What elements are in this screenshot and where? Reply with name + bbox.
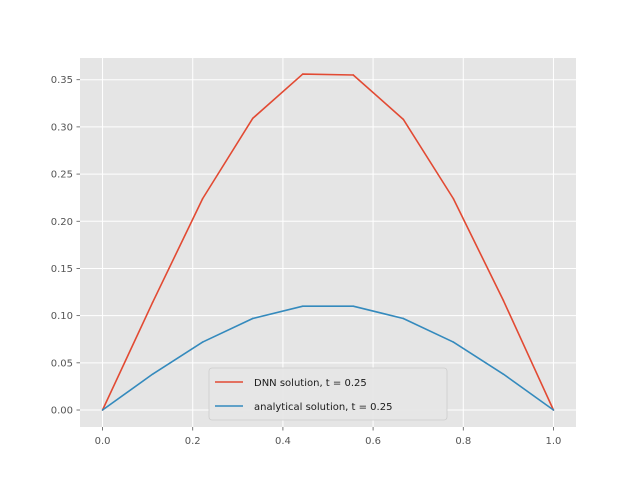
x-tick-label: 0.4: [275, 436, 291, 447]
y-tick-label: 0.35: [51, 75, 73, 86]
y-tick-label: 0.10: [51, 311, 73, 322]
data-point: [151, 373, 154, 375]
data-point: [251, 317, 254, 320]
x-tick-label: 0.6: [365, 436, 381, 447]
data-point: [251, 117, 254, 120]
y-axis-ticks: 0.00 0.05 0.10 0.15 0.20 0.25 0.30 0.35: [51, 75, 80, 417]
x-tick-label: 1.0: [546, 436, 562, 447]
data-point: [101, 409, 104, 411]
data-point: [452, 341, 455, 343]
x-tick-label: 0.0: [95, 436, 111, 447]
data-point: [552, 409, 555, 411]
data-point: [301, 305, 304, 308]
legend-box: [208, 367, 448, 421]
data-point: [301, 73, 304, 75]
data-point: [352, 74, 355, 76]
data-point: [502, 299, 505, 302]
data-point: [402, 118, 405, 121]
plot-area: [80, 58, 576, 427]
data-point: [352, 305, 355, 308]
data-point: [151, 301, 154, 304]
legend-label: DNN solution, t = 0.25: [254, 378, 367, 389]
data-point: [502, 373, 505, 375]
y-tick-label: 0.05: [51, 358, 73, 369]
x-tick-label: 0.8: [455, 436, 471, 447]
y-tick-label: 0.30: [51, 122, 73, 133]
series-line-0: [101, 73, 555, 411]
legend: DNN solution, t = 0.25 analytical solutio…: [208, 367, 448, 421]
data-point: [201, 341, 204, 343]
data-point: [452, 197, 455, 200]
grid-lines: [80, 58, 576, 427]
x-axis-ticks: 0.0 0.2 0.4 0.6 0.8 1.0: [95, 427, 562, 447]
data-point: [402, 317, 405, 320]
series-line-1: [102, 305, 554, 411]
y-tick-label: 0.15: [51, 264, 73, 275]
data-point: [201, 197, 204, 200]
x-tick-label: 0.2: [185, 436, 201, 447]
y-tick-label: 0.20: [51, 217, 73, 228]
legend-label: analytical solution, t = 0.25: [254, 402, 392, 413]
y-tick-label: 0.25: [51, 170, 73, 181]
y-tick-label: 0.00: [51, 406, 73, 417]
series-lines: [101, 73, 555, 411]
